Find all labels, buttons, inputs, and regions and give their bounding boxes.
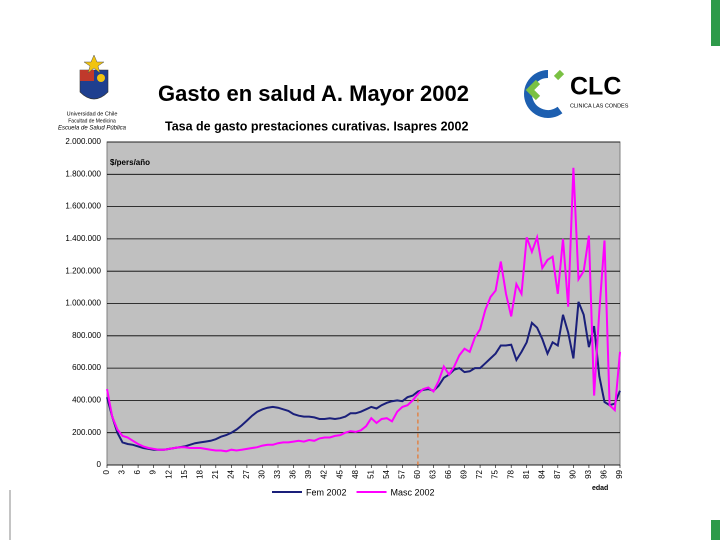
x-tick-label: 18	[195, 469, 204, 478]
accent-bar	[711, 0, 720, 46]
x-tick-label: 21	[211, 469, 220, 478]
y-tick-label: 1.600.000	[65, 202, 101, 211]
x-tick-label: 45	[335, 469, 344, 478]
x-tick-label: 51	[366, 469, 375, 478]
x-tick-label: 63	[429, 469, 438, 478]
x-tick-label: 96	[600, 469, 609, 478]
x-tick-label: 84	[537, 469, 546, 478]
x-tick-label: 0	[102, 469, 111, 474]
y-tick-label: 2.000.000	[65, 137, 101, 146]
x-tick-label: 54	[382, 469, 391, 478]
clinic-logo: CLC CLINICA LAS CONDES	[524, 69, 629, 118]
y-tick-label: 1.200.000	[65, 266, 101, 275]
legend-label: Masc 2002	[391, 487, 435, 497]
x-axis-label: edad	[592, 485, 608, 492]
x-tick-label: 15	[180, 469, 189, 478]
university-logo: Universidad de Chile Facultad de Medicin…	[58, 54, 127, 132]
y-tick-label: 600.000	[72, 363, 101, 372]
x-tick-label: 39	[304, 469, 313, 478]
x-tick-label: 75	[491, 469, 500, 478]
x-tick-label: 87	[553, 469, 562, 478]
x-tick-label: 48	[351, 469, 360, 478]
x-tick-label: 36	[289, 469, 298, 478]
x-tick-label: 24	[226, 469, 235, 478]
y-tick-label: 400.000	[72, 396, 101, 405]
x-tick-label: 42	[320, 469, 329, 478]
logo-name: CLC	[570, 73, 621, 101]
x-tick-label: 69	[460, 469, 469, 478]
x-tick-label: 33	[273, 469, 282, 478]
y-tick-label: 1.000.000	[65, 299, 101, 308]
y-tick-label: 1.400.000	[65, 234, 101, 243]
x-tick-label: 93	[584, 469, 593, 478]
x-tick-label: 60	[413, 469, 422, 478]
x-tick-label: 12	[164, 469, 173, 478]
chart: 0 200.000 400.000 600.000 800.000 1.000.000 1.…	[65, 137, 624, 497]
series-line	[106, 301, 621, 451]
logo-subtitle: CLINICA LAS CONDES	[570, 103, 629, 109]
x-tick-label: 30	[258, 469, 267, 478]
x-tick-label: 6	[133, 469, 142, 474]
y-axis-label: $/pers/año	[110, 158, 150, 167]
logo-text: Facultad de Medicina	[68, 118, 116, 124]
slide-title: Gasto en salud A. Mayor 2002	[158, 81, 469, 106]
y-tick-label: 200.000	[72, 428, 101, 437]
x-tick-label: 72	[475, 469, 484, 478]
x-tick-label: 9	[149, 469, 158, 474]
x-tick-label: 78	[506, 469, 515, 478]
y-tick-label: 800.000	[72, 331, 101, 340]
series-line	[106, 167, 621, 453]
logo-text: Escuela de Salud Pública	[58, 126, 127, 132]
x-tick-label: 57	[397, 469, 406, 478]
y-tick-label: 0	[97, 460, 102, 469]
accent-bar	[711, 520, 720, 540]
x-tick-label: 99	[615, 469, 624, 478]
x-tick-label: 27	[242, 469, 251, 478]
x-tick-label: 81	[522, 469, 531, 478]
x-tick-label: 90	[568, 469, 577, 478]
legend-label: Fem 2002	[306, 487, 347, 497]
y-tick-label: 1.800.000	[65, 169, 101, 178]
logo-text: Universidad de Chile	[67, 111, 118, 117]
x-tick-label: 3	[118, 469, 127, 474]
chart-title: Tasa de gasto prestaciones curativas. Is…	[165, 119, 468, 133]
x-tick-label: 66	[444, 469, 453, 478]
